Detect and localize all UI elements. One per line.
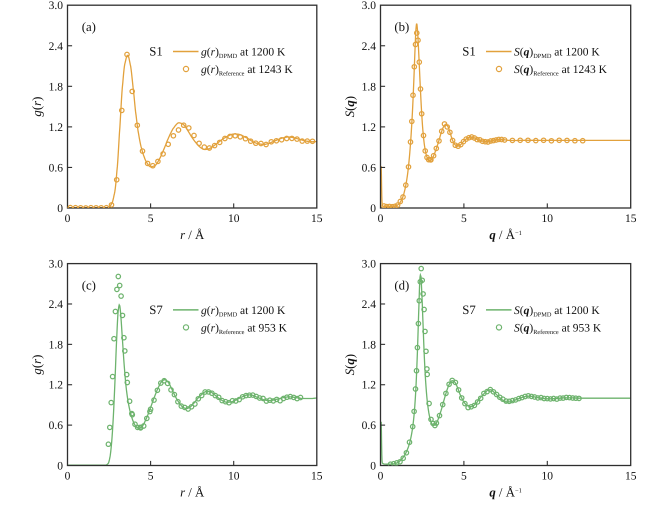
svg-text:0: 0 [378,471,384,483]
svg-text:r / Å: r / Å [180,228,205,242]
svg-text:2.4: 2.4 [49,299,64,311]
svg-text:0: 0 [65,213,71,225]
svg-text:S7: S7 [462,303,476,317]
svg-text:1.8: 1.8 [49,81,64,93]
svg-text:3.0: 3.0 [49,0,64,12]
svg-text:3.0: 3.0 [362,259,377,271]
svg-text:g(r)Reference at 953 K: g(r)Reference at 953 K [201,323,288,336]
svg-text:(a): (a) [82,20,96,34]
svg-text:2.4: 2.4 [362,299,377,311]
svg-text:0: 0 [65,471,71,483]
svg-text:(d): (d) [394,279,409,293]
svg-text:q / Å−1: q / Å−1 [489,228,522,242]
svg-text:g(r): g(r) [30,355,44,375]
svg-text:0: 0 [370,461,376,473]
svg-text:0: 0 [378,213,384,225]
svg-text:S(q): S(q) [343,354,357,375]
svg-text:15: 15 [625,213,637,225]
svg-text:1.8: 1.8 [362,339,377,351]
svg-text:q / Å−1: q / Å−1 [489,486,522,500]
svg-text:(b): (b) [394,20,409,34]
svg-text:15: 15 [311,213,323,225]
svg-text:0.6: 0.6 [362,420,377,432]
svg-text:5: 5 [461,471,467,483]
svg-text:0: 0 [57,461,63,473]
svg-text:1.2: 1.2 [362,122,377,134]
svg-text:g(r)Reference at 1243 K: g(r)Reference at 1243 K [201,64,293,77]
svg-text:g(r)DPMD at 1200 K: g(r)DPMD at 1200 K [201,305,286,318]
svg-text:1.2: 1.2 [49,380,64,392]
svg-text:15: 15 [625,471,637,483]
svg-text:1.8: 1.8 [49,339,64,351]
svg-text:1.8: 1.8 [362,81,377,93]
svg-text:3.0: 3.0 [49,259,64,271]
svg-text:S(q): S(q) [343,96,357,117]
svg-text:5: 5 [461,213,467,225]
svg-text:10: 10 [542,213,554,225]
svg-text:S(q)Reference at 953 K: S(q)Reference at 953 K [514,323,602,336]
svg-text:S(q)DPMD at 1200 K: S(q)DPMD at 1200 K [514,305,600,318]
svg-text:0: 0 [57,203,63,215]
svg-text:S1: S1 [149,45,163,59]
svg-text:g(r): g(r) [30,97,44,117]
svg-text:r / Å: r / Å [180,486,205,500]
svg-text:0: 0 [370,203,376,215]
svg-text:3.0: 3.0 [362,0,377,12]
svg-text:0.6: 0.6 [49,420,64,432]
svg-text:10: 10 [228,471,240,483]
svg-text:15: 15 [311,471,323,483]
svg-text:5: 5 [148,471,154,483]
svg-text:1.2: 1.2 [362,380,377,392]
svg-text:S1: S1 [462,45,476,59]
svg-text:2.4: 2.4 [49,41,64,53]
svg-text:10: 10 [228,213,240,225]
svg-text:5: 5 [148,213,154,225]
svg-text:10: 10 [542,471,554,483]
svg-text:g(r)DPMD at 1200 K: g(r)DPMD at 1200 K [201,47,286,60]
svg-text:S(q)DPMD at 1200 K: S(q)DPMD at 1200 K [514,47,600,60]
svg-text:S7: S7 [149,303,163,317]
svg-text:1.2: 1.2 [49,122,64,134]
svg-text:0.6: 0.6 [49,162,64,174]
svg-text:2.4: 2.4 [362,41,377,53]
svg-text:S(q)Reference at 1243 K: S(q)Reference at 1243 K [514,64,608,77]
svg-text:(c): (c) [82,279,96,293]
svg-text:0.6: 0.6 [362,162,377,174]
